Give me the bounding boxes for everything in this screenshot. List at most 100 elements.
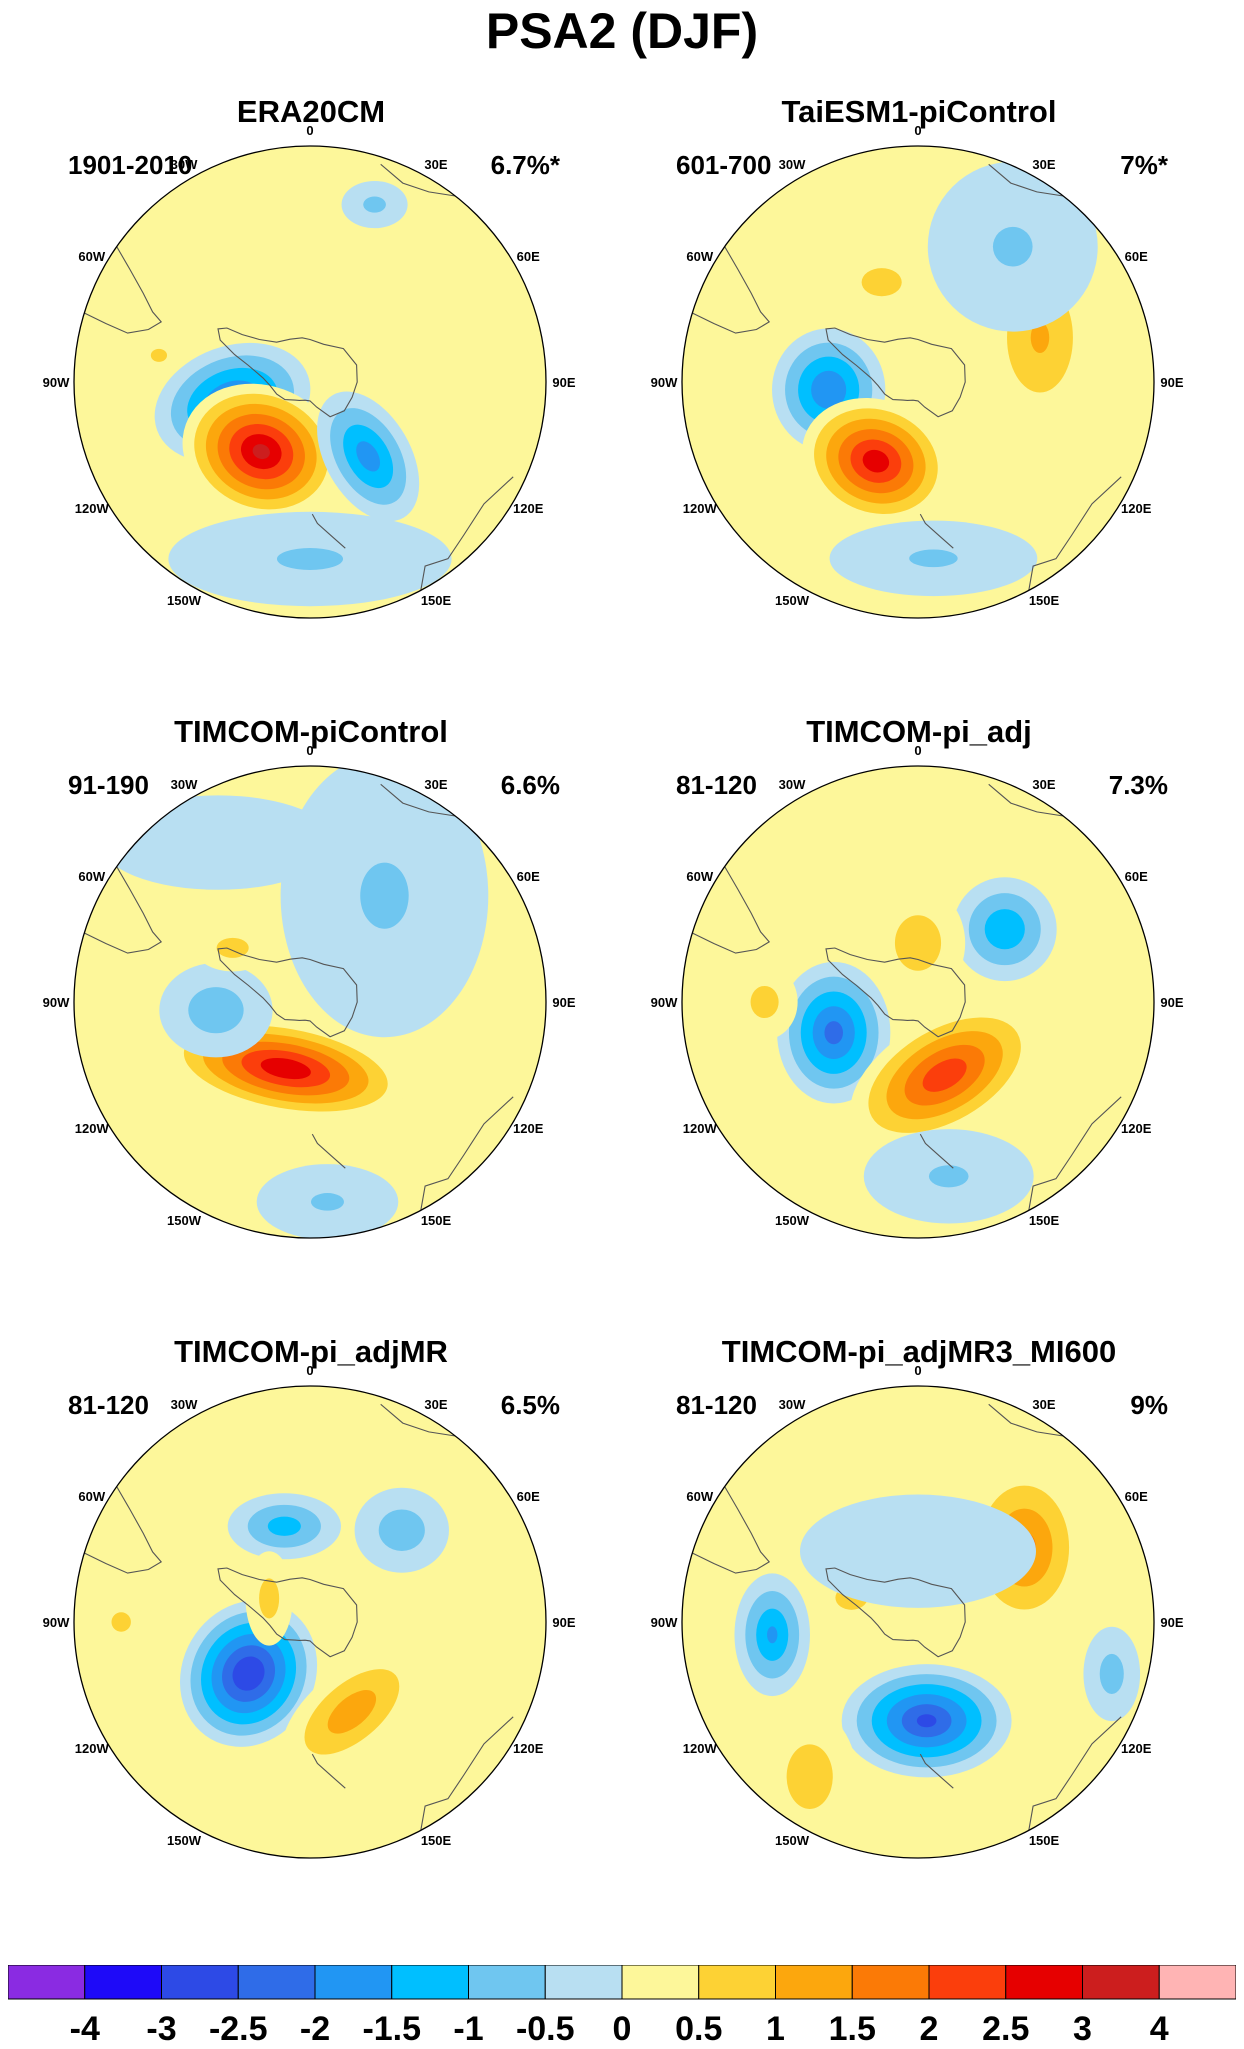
longitude-label: 120E — [1121, 1121, 1152, 1136]
colorbar-tick-label: 2 — [919, 2010, 939, 2048]
longitude-label: 120E — [1121, 1741, 1152, 1756]
anomaly-contour — [260, 1057, 311, 1080]
longitude-label: 90E — [1160, 375, 1183, 390]
coastline — [692, 246, 771, 334]
colorbar-swatch — [237, 1965, 316, 2000]
map-background — [682, 766, 1154, 1238]
coastline — [919, 513, 954, 549]
anomaly-contour — [259, 1578, 280, 1619]
polar-map: 030E60E90E120E150E180150W120W90W60W30W — [43, 123, 576, 619]
longitude-label: 60W — [78, 249, 105, 264]
coastline — [420, 1096, 514, 1211]
longitude-label: 60W — [78, 1489, 105, 1504]
coastline — [919, 1753, 954, 1789]
anomaly-contour — [767, 1626, 778, 1644]
polar-map: 030E60E90E120E150E180150W120W90W60W30W — [43, 1363, 576, 1859]
colorbar-tick-label: -1.5 — [362, 2010, 422, 2048]
panel-period: 81-120 — [676, 770, 757, 800]
coastline — [84, 246, 163, 334]
panel-variance: 6.6% — [500, 770, 560, 800]
panel-title: TIMCOM-pi_adj — [806, 714, 1032, 749]
coastline — [84, 1486, 163, 1574]
longitude-label: 90W — [43, 1615, 70, 1630]
map-border — [681, 765, 1155, 1239]
colorbar-swatch — [161, 1965, 239, 2000]
anomaly-contour — [276, 547, 344, 571]
anomaly-contour — [811, 370, 847, 409]
panel-period: 81-120 — [676, 1390, 757, 1420]
longitude-label: 30E — [1032, 1397, 1055, 1412]
longitude-label: 90W — [43, 375, 70, 390]
longitude-label: 60E — [517, 1489, 540, 1504]
longitude-label: 120E — [513, 1121, 544, 1136]
longitude-label: 90W — [43, 995, 70, 1010]
anomaly-contour — [150, 348, 168, 362]
anomaly-contour — [267, 1516, 301, 1536]
longitude-label: 90E — [1160, 1615, 1183, 1630]
panel-variance: 7.3% — [1108, 770, 1168, 800]
colorbar-tick-label: -0.5 — [515, 2010, 575, 2048]
coastline — [692, 1486, 771, 1574]
panel-period: 81-120 — [68, 1390, 149, 1420]
longitude-label: 150W — [167, 593, 202, 608]
panel-period: 1901-2010 — [68, 150, 193, 180]
colorbar-swatch — [775, 1965, 853, 2000]
longitude-label: 90E — [552, 375, 575, 390]
longitude-label: 90E — [552, 995, 575, 1010]
colorbar-swatch — [468, 1965, 546, 2000]
longitude-label: 60W — [686, 1489, 713, 1504]
panel-variance: 6.5% — [500, 1390, 560, 1420]
longitude-label: 60W — [686, 249, 713, 264]
coastline — [825, 1567, 966, 1658]
longitude-label: 150E — [1029, 593, 1060, 608]
anomaly-contour — [360, 862, 409, 929]
anomaly-contour — [928, 1165, 969, 1188]
longitude-label: 0 — [306, 743, 313, 758]
longitude-label: 30W — [779, 777, 806, 792]
longitude-label: 0 — [914, 1363, 921, 1378]
map-border — [73, 765, 547, 1239]
anomaly-contour — [363, 196, 386, 213]
map-border — [681, 145, 1155, 619]
map-border — [73, 1385, 547, 1859]
panel-variance: 7%* — [1120, 150, 1168, 180]
panel-title: TaiESM1-piControl — [781, 94, 1057, 129]
map-border — [73, 145, 547, 619]
longitude-label: 0 — [914, 743, 921, 758]
coastline — [311, 1133, 346, 1169]
longitude-label: 120E — [1121, 501, 1152, 516]
longitude-label: 150W — [167, 1213, 202, 1228]
anomaly-contour — [862, 449, 890, 473]
map-panel: TIMCOM-pi_adjMR 81-120 6.5% 0 30E 60E 90E 12… — [0, 1240, 622, 1860]
anomaly-contour — [861, 268, 902, 297]
panel-period: 91-190 — [68, 770, 149, 800]
coastline — [919, 1133, 954, 1169]
colorbar-swatch — [314, 1965, 393, 2000]
map-panel: ERA20CM 1901-2010 6.7%* 0 30E 60E 90E 120E 15… — [0, 0, 622, 620]
coastline — [420, 1716, 514, 1831]
colorbar-tick-label: -2.5 — [208, 2010, 268, 2048]
anomaly-contour — [310, 1193, 345, 1211]
colorbar-tick-label: 1.5 — [828, 2010, 876, 2048]
longitude-label: 150W — [775, 1833, 810, 1848]
anomaly-contour — [232, 1656, 265, 1691]
anomaly-contour — [1099, 1653, 1124, 1694]
colorbar-swatch — [391, 1965, 469, 2000]
coastline — [1028, 1716, 1122, 1831]
longitude-label: 120E — [513, 501, 544, 516]
longitude-label: 60E — [1125, 1489, 1148, 1504]
longitude-label: 60E — [1125, 249, 1148, 264]
colorbar-swatch — [928, 1965, 1007, 2000]
coastline — [217, 327, 358, 418]
longitude-label: 30W — [171, 777, 198, 792]
longitude-label: 120E — [513, 1741, 544, 1756]
colorbar-tick-label: -2 — [299, 2010, 331, 2048]
coastline — [217, 1567, 358, 1658]
anomaly-contour — [1030, 322, 1050, 354]
anomaly-contour — [800, 1494, 1036, 1608]
longitude-label: 0 — [306, 123, 313, 138]
colorbar-swatch — [84, 1965, 162, 2000]
colorbar-tick-label: -1 — [453, 2010, 484, 2048]
coastline — [1028, 1096, 1122, 1211]
coastline — [84, 866, 163, 954]
